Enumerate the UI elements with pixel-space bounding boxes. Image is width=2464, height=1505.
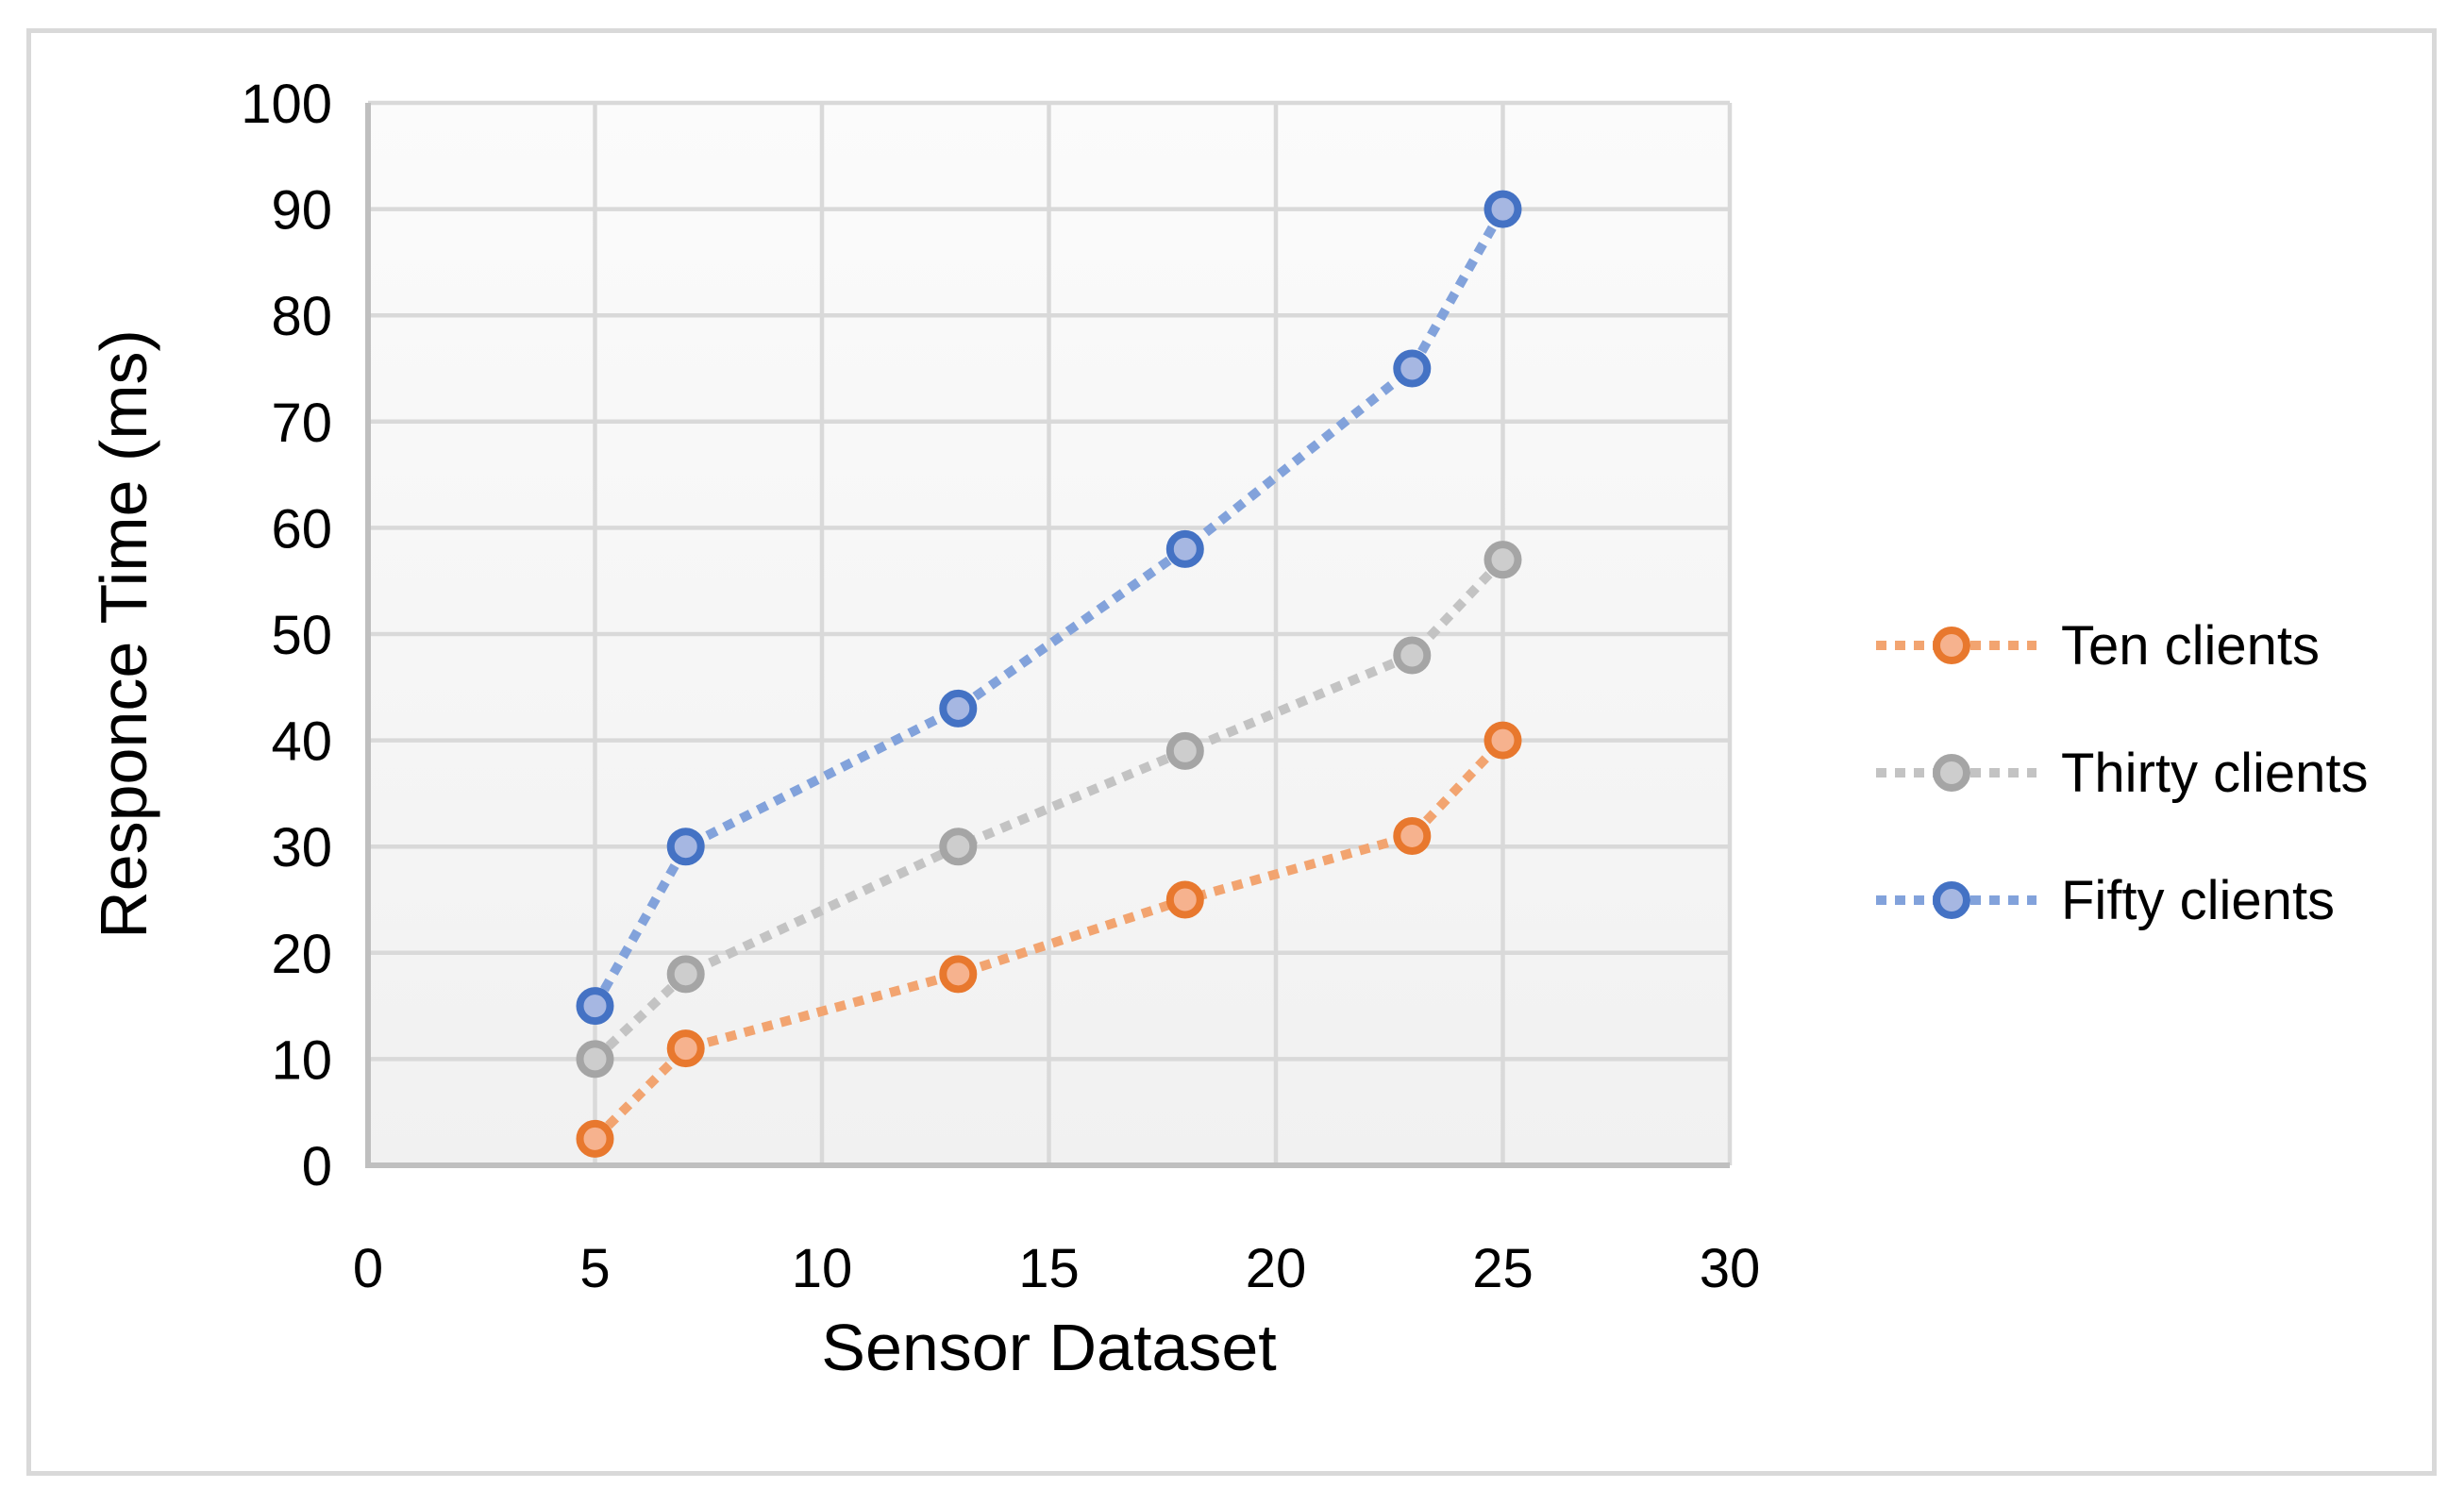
legend-circle xyxy=(1933,754,1970,792)
series-line-thirty-clients xyxy=(592,556,1507,1063)
y-tick-label: 40 xyxy=(271,711,332,773)
y-tick-label: 30 xyxy=(271,817,332,878)
y-tick-label: 60 xyxy=(271,498,332,560)
legend-label: Ten clients xyxy=(2061,614,2321,677)
x-tick-label: 25 xyxy=(1472,1238,1534,1299)
legend-label: Thirty clients xyxy=(2061,742,2369,804)
y-tick-label: 0 xyxy=(302,1136,332,1197)
legend-label: Fifty clients xyxy=(2061,869,2336,931)
x-tick-label: 0 xyxy=(353,1238,383,1299)
data-point-thirty-clients xyxy=(939,828,978,866)
data-point-fifty-clients xyxy=(666,828,705,866)
y-tick-label: 50 xyxy=(271,605,332,666)
legend: Ten clients Thirty clients Fifty clients xyxy=(1876,614,2369,931)
x-tick-label: 30 xyxy=(1700,1238,1761,1299)
series-line-ten-clients xyxy=(591,737,1507,1143)
legend-marker-icon xyxy=(1876,881,2037,919)
y-tick-label: 70 xyxy=(271,393,332,454)
data-point-thirty-clients xyxy=(576,1040,614,1079)
data-point-fifty-clients xyxy=(1393,349,1432,388)
data-point-thirty-clients xyxy=(1165,731,1204,770)
data-point-fifty-clients xyxy=(939,689,978,727)
y-tick-label: 80 xyxy=(271,286,332,347)
legend-item-ten-clients: Ten clients xyxy=(1876,614,2369,677)
legend-circle xyxy=(1933,881,1970,919)
x-tick-label: 10 xyxy=(792,1238,853,1299)
y-axis-title: Responce Time (ms) xyxy=(87,329,160,939)
x-tick-label: 20 xyxy=(1246,1238,1307,1299)
x-axis-title: Sensor Dataset xyxy=(821,1311,1277,1384)
data-point-thirty-clients xyxy=(1483,541,1522,579)
data-point-ten-clients xyxy=(666,1029,705,1068)
data-point-thirty-clients xyxy=(1393,636,1432,675)
x-tick-label: 5 xyxy=(579,1238,610,1299)
y-tick-label: 10 xyxy=(271,1029,332,1091)
legend-item-thirty-clients: Thirty clients xyxy=(1876,742,2369,804)
data-point-thirty-clients xyxy=(666,955,705,994)
data-point-ten-clients xyxy=(1483,721,1522,760)
series-line-fifty-clients xyxy=(591,207,1507,1009)
data-point-ten-clients xyxy=(939,955,978,994)
figure-border xyxy=(26,28,2437,1476)
data-point-ten-clients xyxy=(1165,880,1204,919)
legend-circle xyxy=(1933,627,1970,664)
legend-marker-icon xyxy=(1876,754,2037,792)
y-tick-label: 20 xyxy=(271,924,332,985)
data-point-ten-clients xyxy=(576,1119,614,1158)
data-point-ten-clients xyxy=(1393,816,1432,855)
y-tick-label: 100 xyxy=(241,74,332,135)
data-point-fifty-clients xyxy=(1483,190,1522,228)
legend-item-fifty-clients: Fifty clients xyxy=(1876,869,2369,931)
data-point-fifty-clients xyxy=(576,987,614,1026)
data-point-fifty-clients xyxy=(1165,529,1204,568)
x-tick-label: 15 xyxy=(1018,1238,1080,1299)
legend-marker-icon xyxy=(1876,627,2037,664)
y-tick-label: 90 xyxy=(271,180,332,242)
